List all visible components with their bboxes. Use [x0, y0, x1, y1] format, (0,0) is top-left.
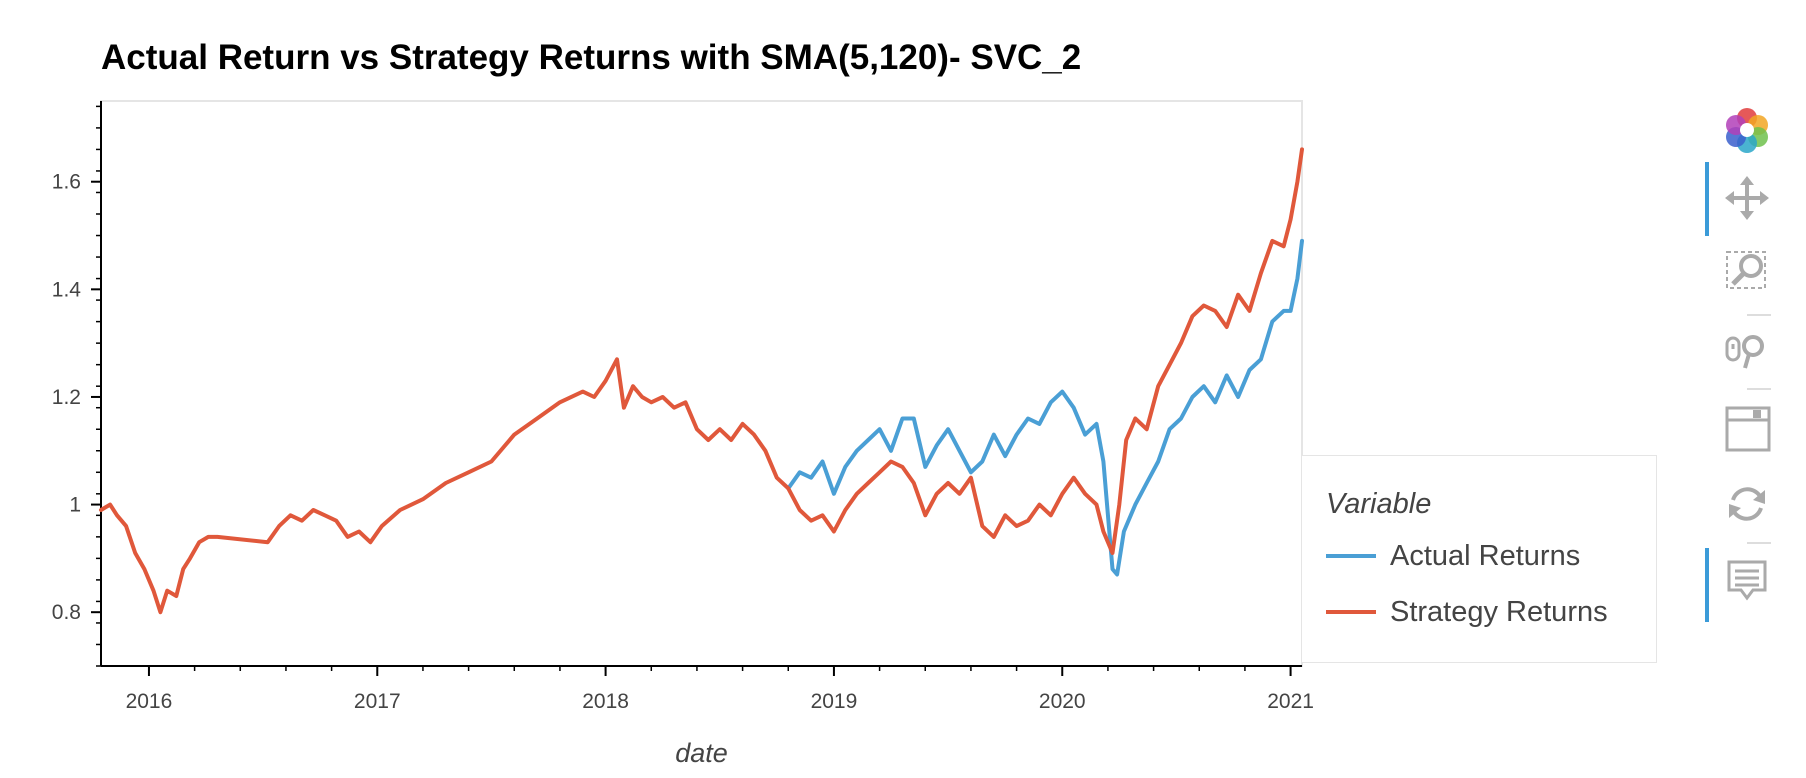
legend-label: Strategy Returns: [1390, 595, 1608, 628]
legend-label: Actual Returns: [1390, 539, 1581, 572]
toolbar-separator: [1747, 314, 1771, 316]
x-tick-label: 2016: [126, 690, 173, 713]
pan-tool-active-indicator: [1705, 162, 1709, 236]
x-tick-label: 2019: [811, 690, 858, 713]
y-tick-label: 1.2: [52, 386, 81, 409]
legend-swatch-actual-returns: [1326, 554, 1376, 558]
y-tick-label: 1.4: [52, 278, 82, 301]
plot-toolbar: [1705, 90, 1785, 650]
pan-tool-icon[interactable]: [1705, 168, 1785, 228]
x-tick-label: 2018: [582, 690, 629, 713]
legend: Variable Actual Returns Strategy Returns: [1301, 455, 1657, 663]
x-tick-label: 2020: [1039, 690, 1086, 713]
save-tool-icon[interactable]: [1705, 398, 1785, 458]
reset-tool-icon[interactable]: [1705, 474, 1785, 534]
hover-tool-icon[interactable]: [1705, 552, 1785, 612]
box-zoom-tool-icon[interactable]: [1705, 240, 1785, 300]
hover-tool-active-indicator: [1705, 548, 1709, 622]
y-tick-label: 0.8: [52, 601, 81, 624]
legend-item-strategy-returns[interactable]: Strategy Returns: [1326, 592, 1608, 632]
x-tick-label: 2017: [354, 690, 401, 713]
plot-frame: [100, 100, 1303, 667]
x-tick-label: 2021: [1267, 690, 1314, 713]
y-tick-label: 1: [69, 494, 81, 517]
toolbar-separator: [1747, 388, 1771, 390]
y-tick-label: 1.6: [52, 171, 81, 194]
series-line-actual-returns[interactable]: [786, 238, 1304, 577]
chart-title: Actual Return vs Strategy Returns with S…: [101, 38, 1082, 77]
toolbar-separator: [1747, 542, 1771, 544]
legend-title: Variable: [1326, 488, 1432, 520]
legend-swatch-strategy-returns: [1326, 610, 1376, 614]
series-line-strategy-returns[interactable]: [99, 147, 1304, 615]
x-axis-label: date: [675, 738, 728, 768]
wheel-zoom-tool-icon[interactable]: [1705, 322, 1785, 382]
bokeh-logo-icon[interactable]: [1705, 98, 1785, 158]
legend-item-actual-returns[interactable]: Actual Returns: [1326, 536, 1580, 576]
